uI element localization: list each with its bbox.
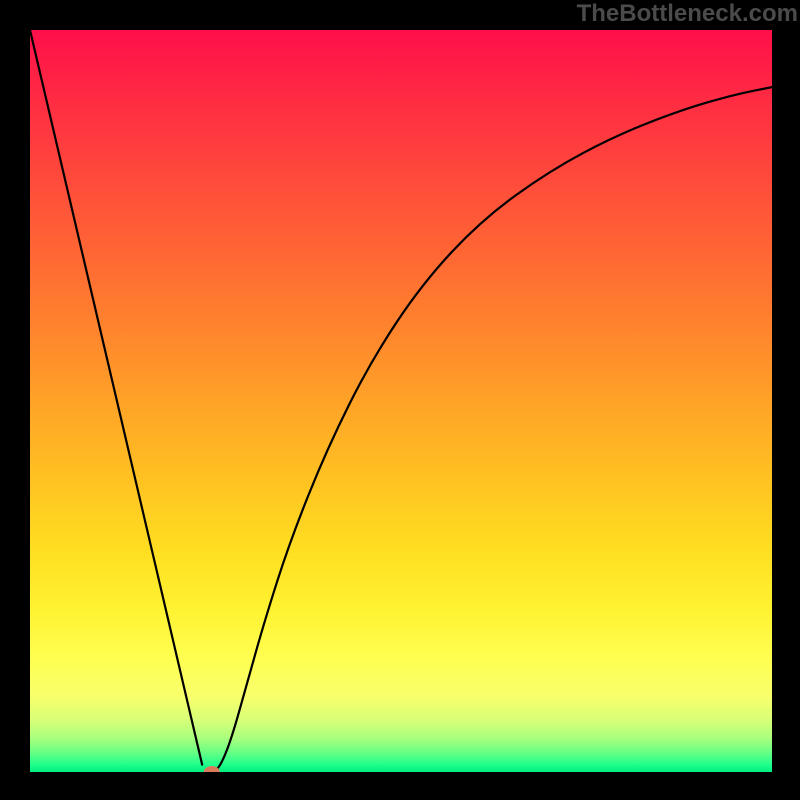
gradient-plot-area [30, 30, 772, 772]
watermark-text: TheBottleneck.com [577, 0, 798, 28]
gradient-plot-svg [30, 30, 772, 772]
chart-root: TheBottleneck.com [0, 0, 800, 800]
gradient-background [30, 30, 772, 772]
